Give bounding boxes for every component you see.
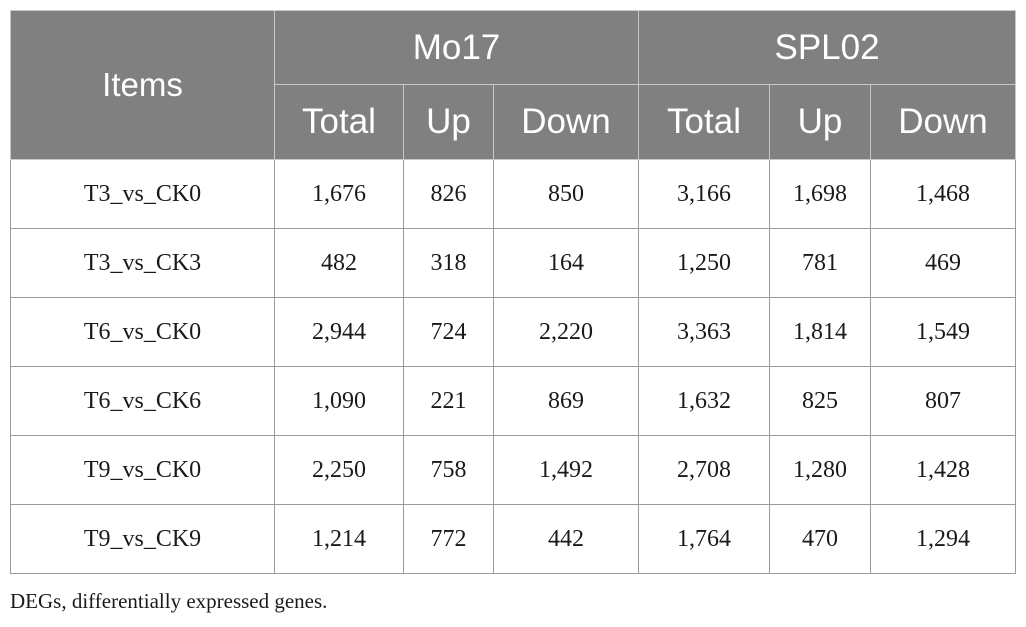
cell-mo17-up: 318: [403, 228, 494, 298]
table-row: T9_vs_CK9 1,214 772 442 1,764 470 1,294: [10, 504, 1017, 574]
cell-mo17-down: 1,492: [492, 435, 640, 505]
cell-mo17-total: 482: [274, 228, 404, 298]
header-row-subcolumns: Total Up Down Total Up Down: [11, 84, 1017, 160]
cell-spl02-up: 1,814: [769, 297, 872, 367]
header-group-spl02: SPL02: [638, 10, 1017, 85]
cell-spl02-up: 470: [769, 504, 872, 574]
cell-mo17-down: 850: [492, 159, 640, 229]
table-header: Items Mo17 SPL02 Total Up Down Total Up …: [10, 10, 1017, 160]
cell-mo17-total: 2,944: [274, 297, 404, 367]
cell-mo17-up: 758: [403, 435, 494, 505]
row-item: T6_vs_CK6: [10, 366, 275, 436]
table-footnote: DEGs, differentially expressed genes.: [10, 589, 328, 613]
cell-mo17-total: 1,214: [274, 504, 404, 574]
cell-mo17-down: 442: [492, 504, 640, 574]
cell-mo17-down: 869: [492, 366, 640, 436]
header-spl02-down: Down: [870, 84, 1017, 160]
cell-mo17-down: 164: [492, 228, 640, 298]
cell-mo17-total: 1,676: [274, 159, 404, 229]
table-body: T3_vs_CK0 1,676 826 850 3,166 1,698 1,46…: [10, 159, 1017, 574]
cell-mo17-up: 772: [403, 504, 494, 574]
cell-spl02-down: 1,428: [870, 435, 1017, 505]
cell-spl02-total: 1,764: [638, 504, 771, 574]
table-row: T6_vs_CK0 2,944 724 2,220 3,363 1,814 1,…: [10, 297, 1017, 367]
table-row: T9_vs_CK0 2,250 758 1,492 2,708 1,280 1,…: [10, 435, 1017, 505]
header-row-groups: Items Mo17 SPL02: [10, 10, 1017, 160]
cell-spl02-total: 1,250: [638, 228, 771, 298]
row-item: T9_vs_CK0: [10, 435, 275, 505]
cell-spl02-total: 2,708: [638, 435, 771, 505]
cell-spl02-down: 1,294: [870, 504, 1017, 574]
cell-mo17-up: 724: [403, 297, 494, 367]
cell-spl02-up: 825: [769, 366, 872, 436]
header-mo17-down: Down: [492, 84, 640, 160]
table-row: T3_vs_CK3 482 318 164 1,250 781 469: [10, 228, 1017, 298]
cell-spl02-up: 1,280: [769, 435, 872, 505]
table-row: T6_vs_CK6 1,090 221 869 1,632 825 807: [10, 366, 1017, 436]
header-mo17-up: Up: [403, 84, 494, 160]
deg-table: Items Mo17 SPL02 Total Up Down Total Up …: [10, 10, 1017, 574]
row-item: T3_vs_CK3: [10, 228, 275, 298]
cell-spl02-down: 469: [870, 228, 1017, 298]
header-items: Items: [10, 10, 275, 160]
deg-table-container: Items Mo17 SPL02 Total Up Down Total Up …: [10, 10, 1017, 574]
row-item: T6_vs_CK0: [10, 297, 275, 367]
cell-spl02-total: 3,166: [638, 159, 771, 229]
row-item: T3_vs_CK0: [10, 159, 275, 229]
row-item: T9_vs_CK9: [10, 504, 275, 574]
cell-mo17-total: 1,090: [274, 366, 404, 436]
cell-mo17-up: 221: [403, 366, 494, 436]
header-group-mo17: Mo17: [273, 10, 640, 85]
table-row: T3_vs_CK0 1,676 826 850 3,166 1,698 1,46…: [10, 159, 1017, 229]
header-spl02-up: Up: [769, 84, 872, 160]
cell-mo17-total: 2,250: [274, 435, 404, 505]
cell-spl02-total: 3,363: [638, 297, 771, 367]
cell-spl02-up: 781: [769, 228, 872, 298]
cell-spl02-down: 1,549: [870, 297, 1017, 367]
cell-mo17-up: 826: [403, 159, 494, 229]
cell-spl02-up: 1,698: [769, 159, 872, 229]
header-mo17-total: Total: [274, 84, 404, 160]
cell-mo17-down: 2,220: [492, 297, 640, 367]
cell-spl02-total: 1,632: [638, 366, 771, 436]
cell-spl02-down: 807: [870, 366, 1017, 436]
header-spl02-total: Total: [638, 84, 771, 160]
cell-spl02-down: 1,468: [870, 159, 1017, 229]
